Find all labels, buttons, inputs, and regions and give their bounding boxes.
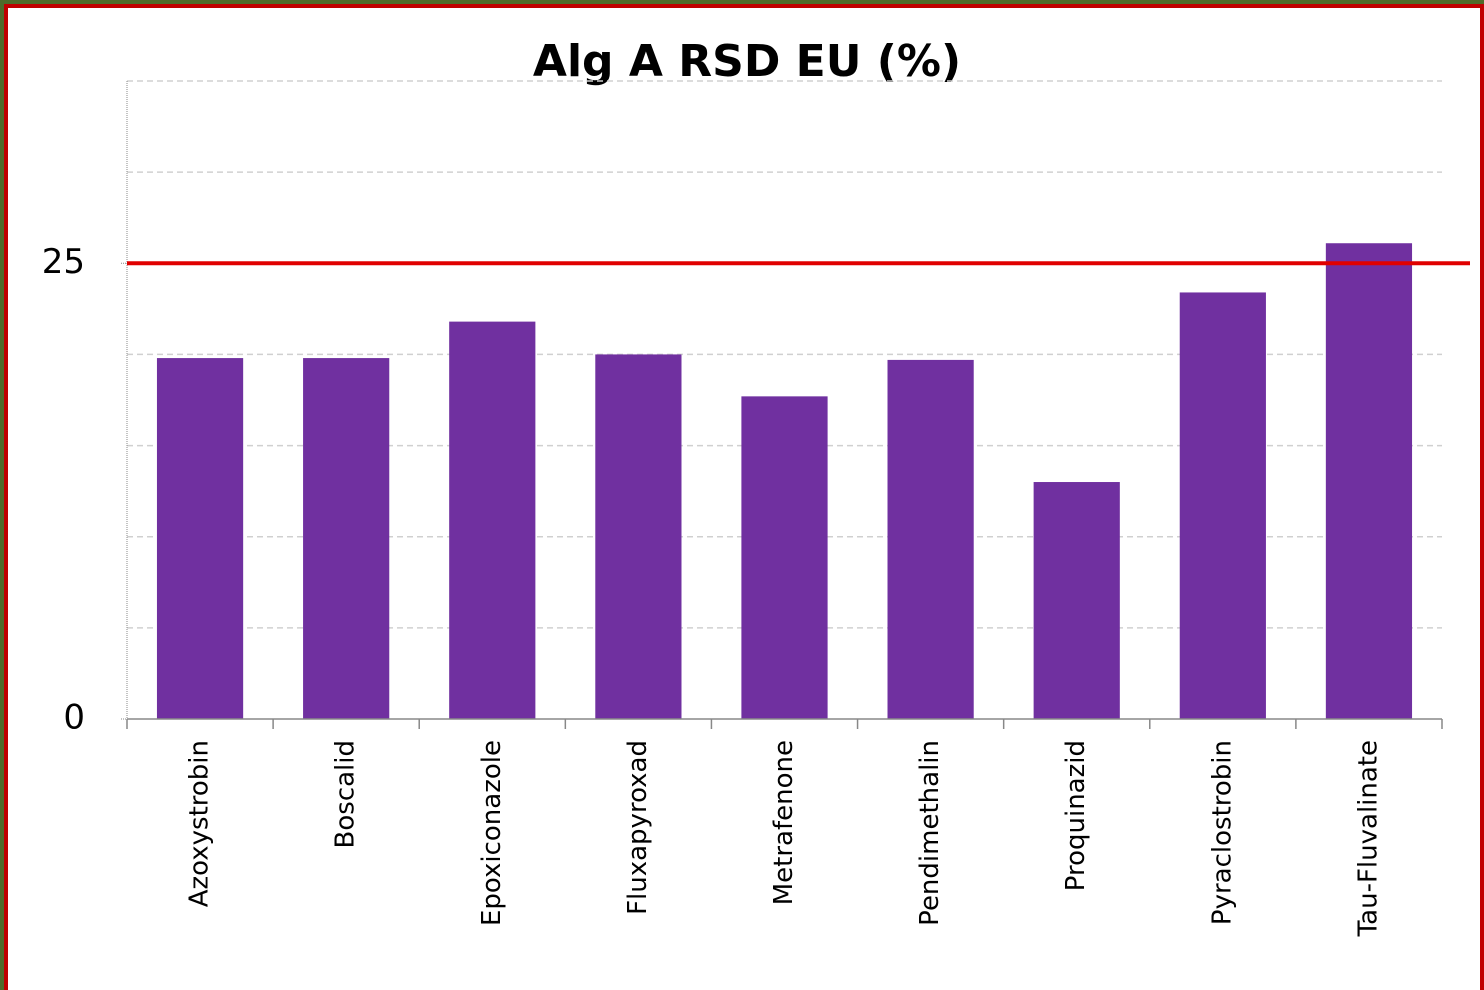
chart-title: Alg A RSD EU (%): [533, 36, 961, 87]
x-tick-label: Proquinazid: [1061, 740, 1091, 891]
bar: [1325, 243, 1413, 719]
bar: [741, 396, 828, 719]
x-tick-label: Pendimethalin: [915, 740, 945, 926]
bar: [303, 358, 390, 719]
x-tick-label: Epoxiconazole: [477, 740, 507, 926]
y-tick-label: 0: [63, 698, 85, 738]
bar: [595, 354, 682, 719]
x-tick-label: Fluxapyroxad: [623, 740, 653, 915]
bar: [1179, 292, 1266, 719]
x-tick-label: Boscalid: [331, 740, 361, 848]
y-tick-label: 25: [42, 242, 85, 282]
bar: [1033, 482, 1120, 719]
x-tick-label: Azoxystrobin: [185, 740, 215, 907]
bar: [156, 358, 244, 719]
x-tick-label: Pyraclostrobin: [1207, 740, 1237, 925]
bar: [449, 321, 536, 719]
x-tick-label: Tau-Fluvalinate: [1353, 740, 1383, 937]
x-tick-label: Metrafenone: [769, 740, 799, 905]
bar: [887, 359, 974, 719]
